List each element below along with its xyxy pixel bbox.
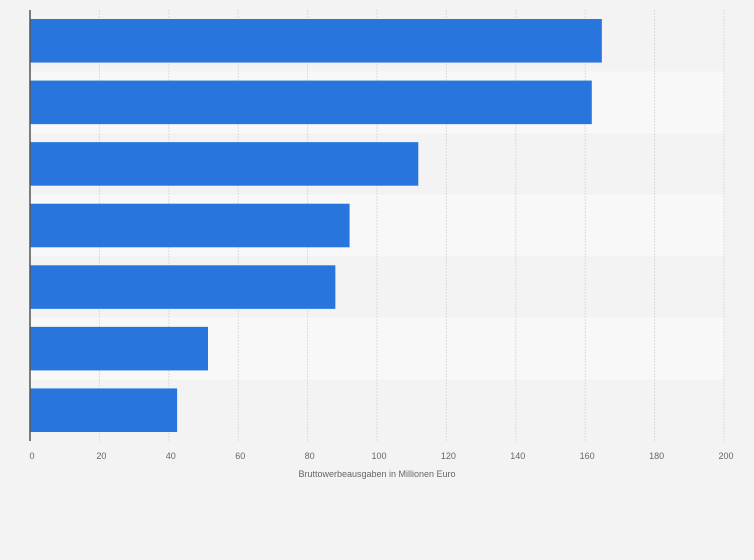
bar[interactable] <box>30 326 209 371</box>
bar[interactable] <box>30 19 602 63</box>
bar[interactable] <box>30 203 350 248</box>
x-tick-label: 200 <box>718 451 733 461</box>
x-tick-label: 140 <box>510 451 525 461</box>
x-tick-label: 120 <box>441 451 456 461</box>
x-axis-label: Bruttowerbeausgaben in Millionen Euro <box>298 469 455 479</box>
bar[interactable] <box>30 80 592 125</box>
x-tick-label: 100 <box>371 451 386 461</box>
x-tick-label: 0 <box>29 451 34 461</box>
x-tick-label: 180 <box>649 451 664 461</box>
x-tick-label: 160 <box>580 451 595 461</box>
x-tick-label: 20 <box>96 451 106 461</box>
x-tick-label: 60 <box>235 451 245 461</box>
x-tick-label: 40 <box>166 451 176 461</box>
bar[interactable] <box>30 142 419 186</box>
bar[interactable] <box>30 388 178 432</box>
x-tick-label: 80 <box>305 451 315 461</box>
bar[interactable] <box>30 265 336 309</box>
